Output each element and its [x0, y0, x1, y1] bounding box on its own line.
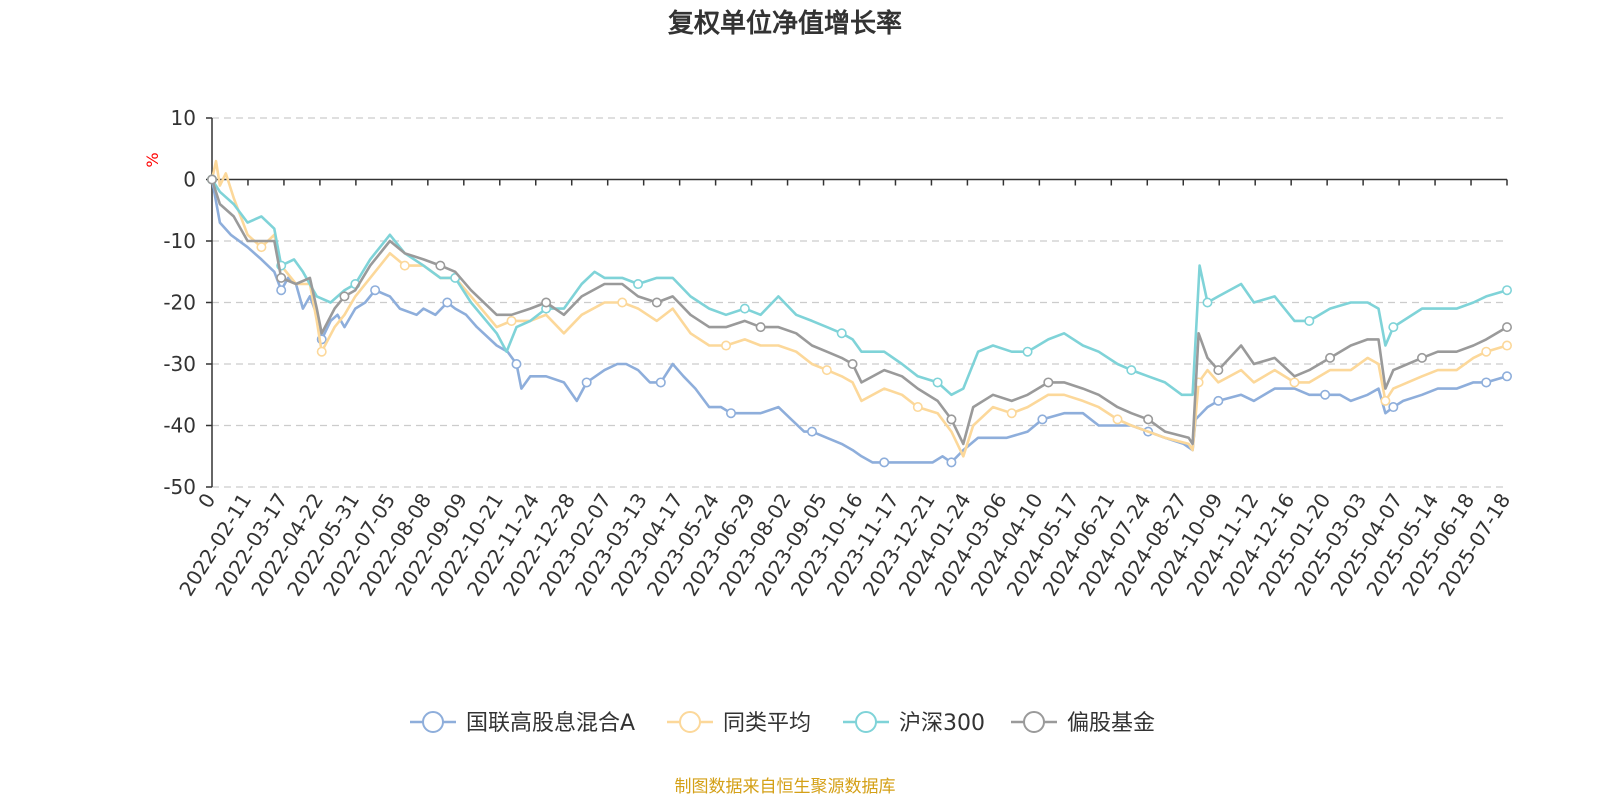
data-point: [316, 346, 327, 357]
legend-item[interactable]: 沪深300: [843, 711, 985, 736]
data-point: [1481, 377, 1492, 388]
series-line: [210, 178, 1509, 446]
data-point: [807, 426, 818, 437]
data-point: [541, 297, 552, 308]
y-tick-label: 0: [183, 168, 196, 192]
data-point: [1502, 285, 1513, 296]
data-point: [879, 457, 890, 468]
data-point: [581, 377, 592, 388]
data-point: [1325, 352, 1336, 363]
data-point: [946, 457, 957, 468]
axes: 100-10-20-30-40-5002022-02-112022-03-172…: [163, 106, 1515, 600]
data-point: [1213, 395, 1224, 406]
data-point: [1502, 322, 1513, 333]
data-point: [633, 279, 644, 290]
data-point: [276, 272, 287, 283]
data-point: [370, 285, 381, 296]
data-point: [912, 402, 923, 413]
legend-item[interactable]: 偏股基金: [1011, 711, 1155, 736]
data-point: [721, 340, 732, 351]
data-point: [651, 297, 662, 308]
data-source-note: 制图数据来自恒生聚源数据库: [675, 777, 896, 797]
y-axis-unit-label: %: [143, 152, 162, 167]
series-line: [210, 159, 1509, 458]
data-point: [1213, 365, 1224, 376]
legend-label: 偏股基金: [1067, 711, 1155, 736]
data-point: [755, 322, 766, 333]
data-point: [207, 174, 218, 185]
legend-item[interactable]: 同类平均: [667, 711, 811, 736]
data-point: [946, 414, 957, 425]
data-point: [399, 260, 410, 271]
data-point: [1006, 408, 1017, 419]
series-line: [210, 178, 1509, 397]
x-tick-label: 0: [193, 489, 220, 513]
legend-marker-icon: [422, 711, 444, 733]
data-point: [506, 315, 517, 326]
data-point: [1037, 414, 1048, 425]
data-point: [276, 285, 287, 296]
chart-title: 复权单位净值增长率: [668, 8, 902, 39]
data-point: [256, 242, 267, 253]
legend-marker-icon: [855, 711, 877, 733]
y-tick-label: 10: [171, 106, 196, 130]
data-point: [739, 303, 750, 314]
data-point: [435, 260, 446, 271]
legend-label: 沪深300: [899, 711, 985, 736]
legend-label: 同类平均: [723, 711, 811, 736]
series-1: [207, 174, 1513, 468]
legend-label: 国联高股息混合A: [466, 711, 635, 736]
data-point: [1289, 377, 1300, 388]
data-point: [821, 365, 832, 376]
data-point: [1380, 395, 1391, 406]
data-point: [1388, 402, 1399, 413]
series-3: [207, 174, 1513, 397]
data-point: [847, 358, 858, 369]
data-point: [1320, 389, 1331, 400]
data-point: [655, 377, 666, 388]
legend-item[interactable]: 国联高股息混合A: [410, 711, 635, 736]
data-point: [1126, 365, 1137, 376]
series-2: [207, 159, 1513, 458]
data-point: [1143, 414, 1154, 425]
y-tick-label: -20: [163, 291, 196, 315]
data-point: [1481, 346, 1492, 357]
data-point: [442, 297, 453, 308]
y-tick-label: -30: [163, 352, 196, 376]
series-4: [207, 174, 1513, 446]
series-lines: [207, 159, 1513, 468]
data-point: [1112, 414, 1123, 425]
data-point: [511, 358, 522, 369]
y-tick-label: -50: [163, 475, 196, 499]
data-point: [1022, 346, 1033, 357]
data-point: [1502, 340, 1513, 351]
legend[interactable]: 国联高股息混合A 同类平均 沪深300 偏股基金: [410, 711, 1155, 736]
data-point: [1502, 371, 1513, 382]
data-point: [836, 328, 847, 339]
data-point: [1202, 297, 1213, 308]
legend-marker-icon: [1023, 711, 1045, 733]
data-point: [725, 408, 736, 419]
data-point: [339, 291, 350, 302]
data-point: [1388, 322, 1399, 333]
legend-marker-icon: [679, 711, 701, 733]
data-point: [1304, 315, 1315, 326]
data-point: [1416, 352, 1427, 363]
series-line: [210, 178, 1509, 464]
grid-lines: [212, 117, 1507, 488]
data-point: [1043, 377, 1054, 388]
y-tick-label: -10: [163, 229, 196, 253]
data-point: [932, 377, 943, 388]
data-point: [617, 297, 628, 308]
y-tick-label: -40: [163, 414, 196, 438]
